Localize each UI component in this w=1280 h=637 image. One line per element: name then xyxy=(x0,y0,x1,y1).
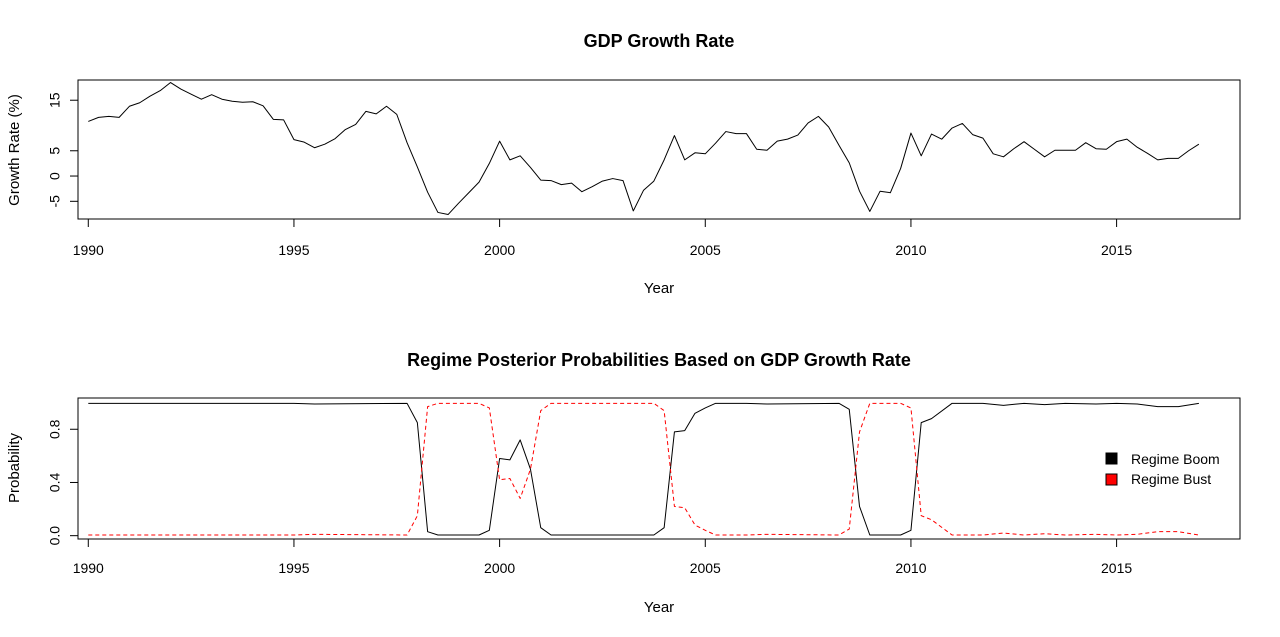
regime-legend: Regime Boom Regime Bust xyxy=(1105,451,1220,487)
legend-label-boom: Regime Boom xyxy=(1131,451,1220,467)
regime-x-tick-label: 2000 xyxy=(484,560,515,576)
regime-y-tick-label: 0.8 xyxy=(47,419,63,439)
gdp-x-tick-label: 1995 xyxy=(278,242,309,258)
regime-series-line-regime-bust xyxy=(88,402,1199,536)
gdp-x-tick-label: 2000 xyxy=(484,242,515,258)
regime-x-tick-label: 2005 xyxy=(690,560,721,576)
gdp-series-layer xyxy=(88,82,1200,215)
regime-series-line-regime-boom xyxy=(88,402,1199,536)
regime-x-ticks: 1990 1995 2000 2005 2010 2015 xyxy=(73,538,1132,576)
gdp-x-ticks: 1990 1995 2000 2005 2010 2015 xyxy=(73,218,1132,258)
gdp-x-tick-label: 2005 xyxy=(690,242,721,258)
gdp-y-tick-label: 5 xyxy=(47,147,63,155)
legend-label-bust: Regime Bust xyxy=(1131,471,1211,487)
gdp-x-axis-label: Year xyxy=(644,280,674,297)
gdp-growth-panel: GDP Growth Rate Year Growth Rate (%) 199… xyxy=(6,31,1241,297)
gdp-series-line-0 xyxy=(88,82,1200,215)
regime-plot-frame xyxy=(77,397,1241,540)
regime-x-tick-label: 2015 xyxy=(1101,560,1132,576)
gdp-x-tick-label: 2015 xyxy=(1101,242,1132,258)
regime-probability-panel: Regime Posterior Probabilities Based on … xyxy=(6,350,1241,616)
regime-series-layer xyxy=(88,402,1199,536)
gdp-y-tick-label: 15 xyxy=(47,92,63,108)
gdp-y-ticks: -5 0 5 15 xyxy=(47,92,79,208)
gdp-y-tick-label: -5 xyxy=(47,195,63,208)
gdp-y-tick-label: 0 xyxy=(47,172,63,180)
regime-y-tick-label: 0.4 xyxy=(47,473,63,493)
gdp-x-tick-label: 1990 xyxy=(73,242,104,258)
legend-swatch-boom xyxy=(1105,452,1118,465)
regime-y-tick-label: 0.0 xyxy=(47,526,63,546)
regime-x-tick-label: 1990 xyxy=(73,560,104,576)
regime-y-axis-label: Probability xyxy=(6,432,23,503)
regime-x-axis-label: Year xyxy=(644,599,674,616)
regime-x-tick-label: 2010 xyxy=(895,560,926,576)
regime-chart-title: Regime Posterior Probabilities Based on … xyxy=(407,350,911,370)
gdp-plot-frame xyxy=(77,79,1241,220)
gdp-x-tick-label: 2010 xyxy=(895,242,926,258)
gdp-chart-title: GDP Growth Rate xyxy=(584,31,735,51)
regime-x-tick-label: 1995 xyxy=(278,560,309,576)
legend-swatch-bust xyxy=(1105,473,1118,486)
regime-y-ticks: 0.0 0.4 0.8 xyxy=(47,419,79,546)
gdp-y-axis-label: Growth Rate (%) xyxy=(6,94,23,206)
